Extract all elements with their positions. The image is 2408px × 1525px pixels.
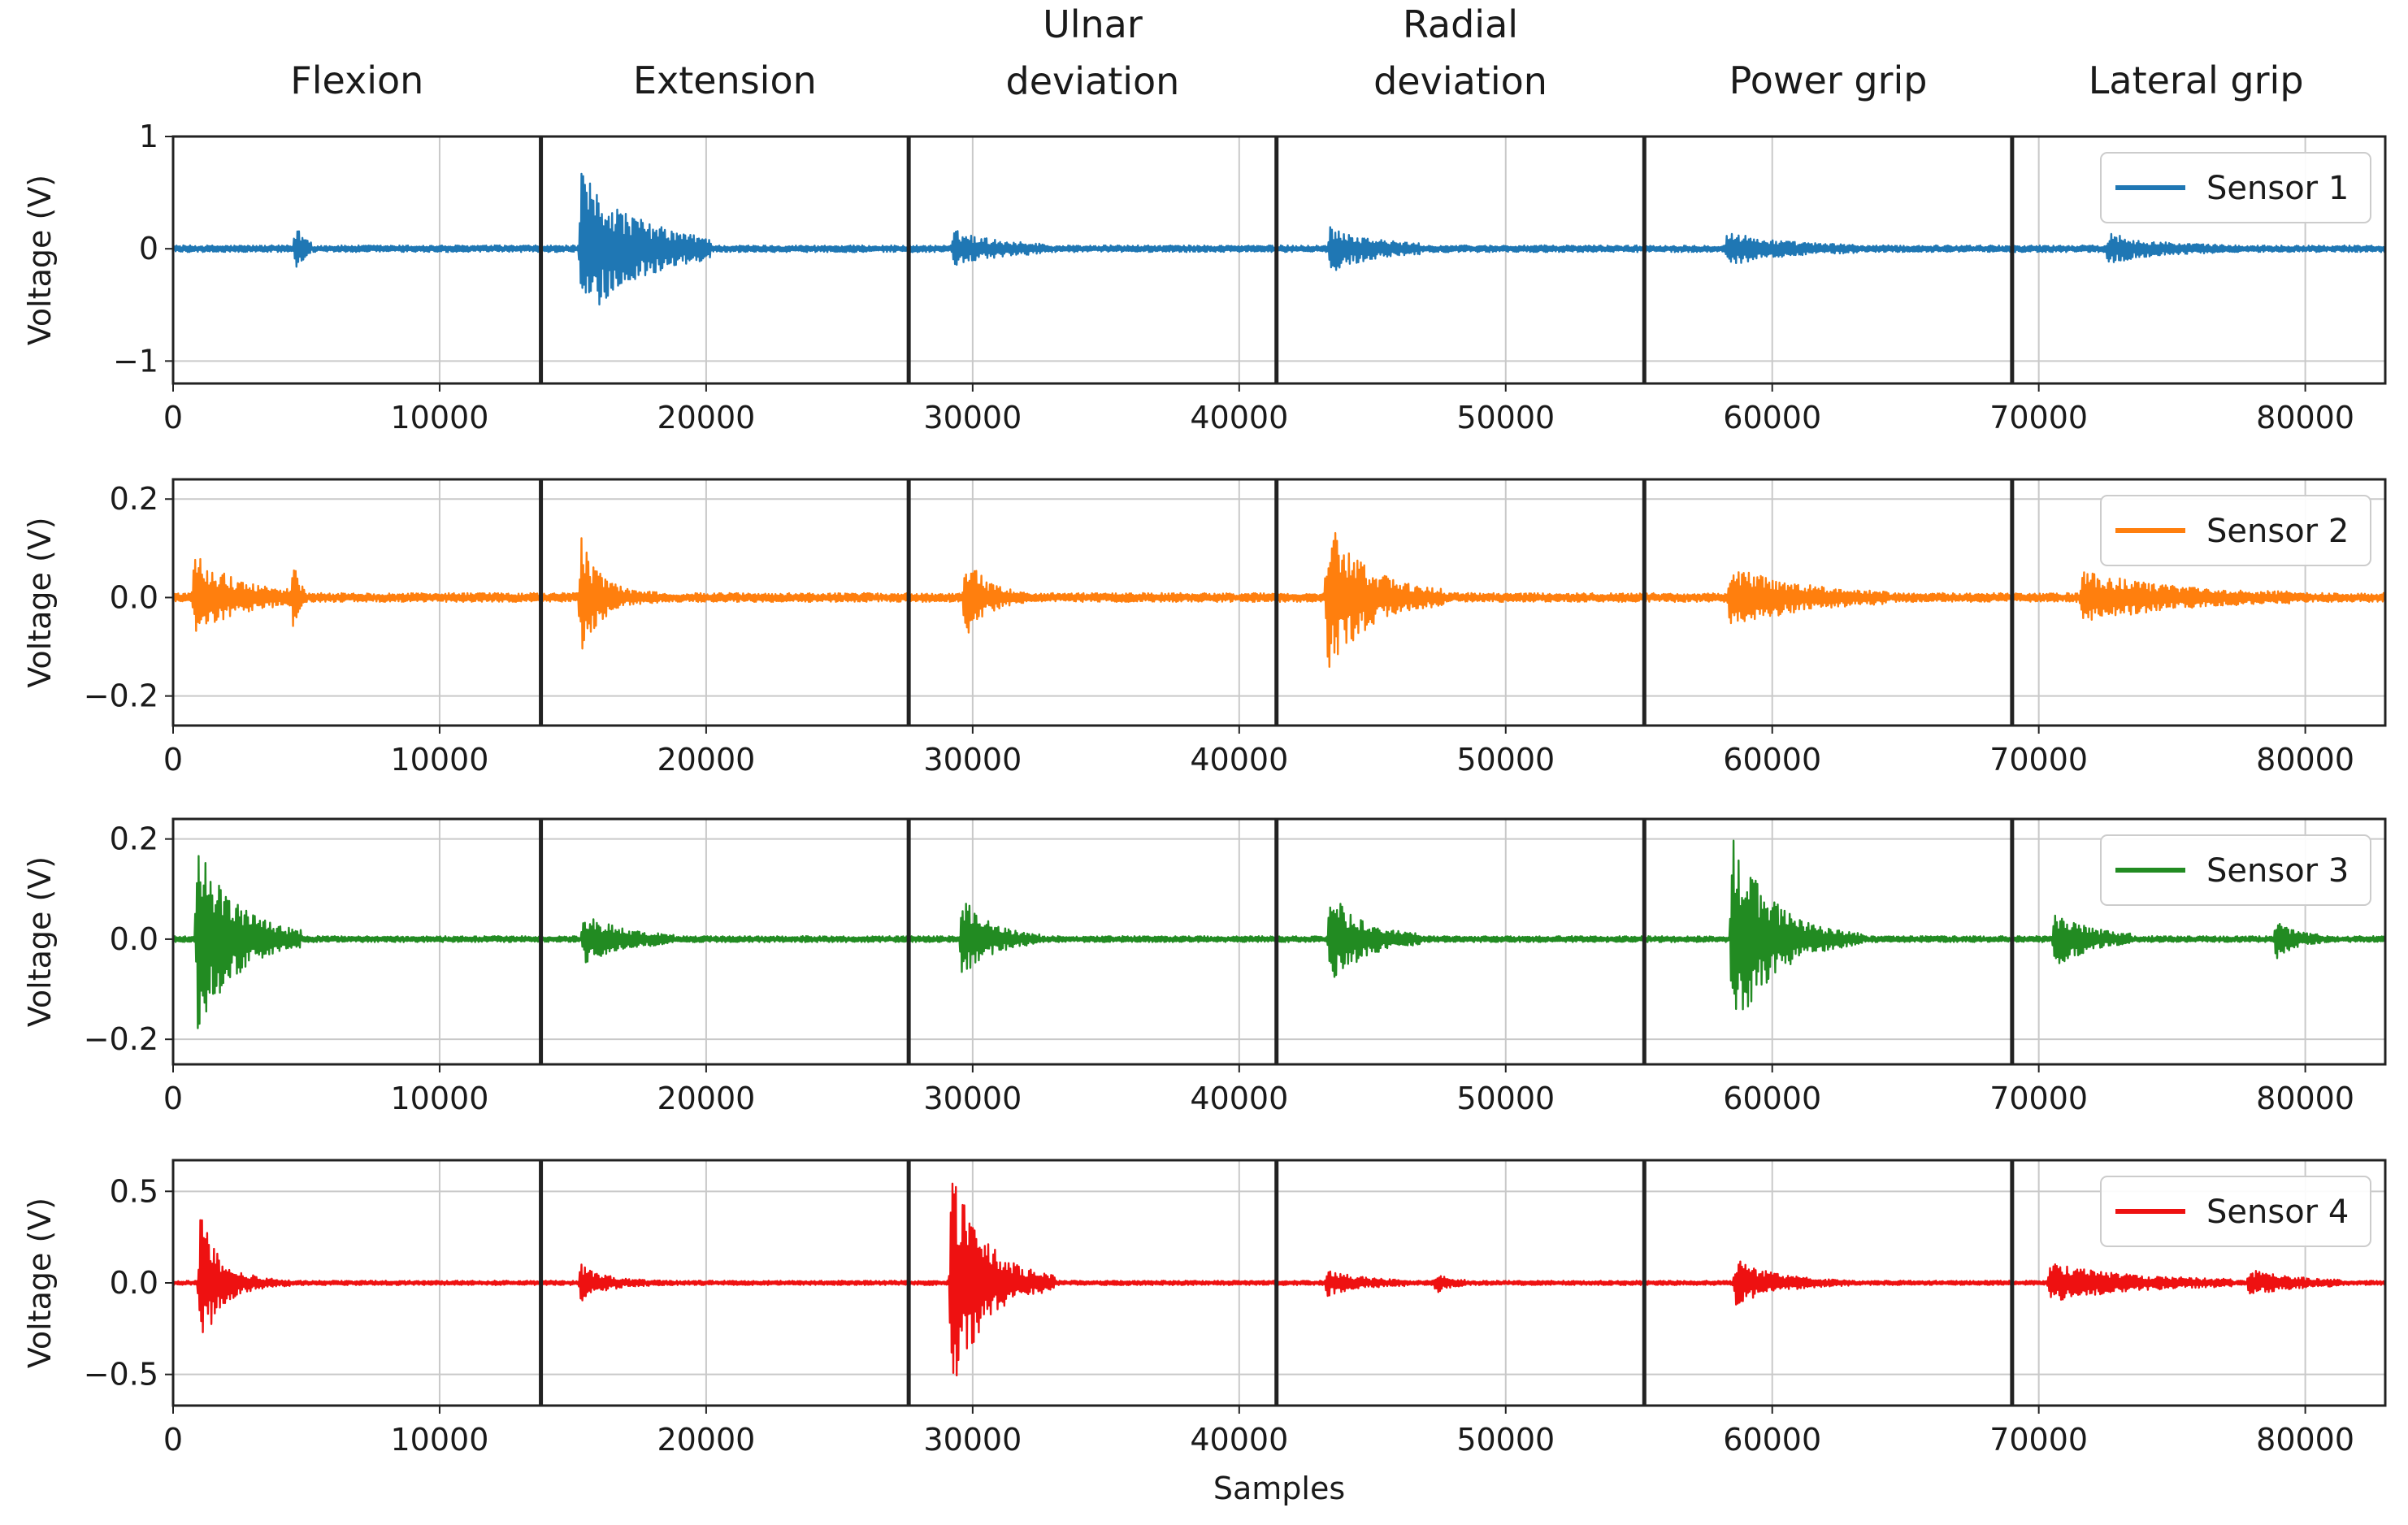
x-tick-label-6: 60000 <box>1723 742 1821 778</box>
x-tick-label-3: 30000 <box>923 1081 1022 1116</box>
legend-box <box>2100 834 2371 906</box>
legend-label: Sensor 3 <box>2206 852 2349 890</box>
y-axis-label: Voltage (V) <box>22 175 58 345</box>
x-tick-label-8: 80000 <box>2256 742 2354 778</box>
gesture-label-5-line-0: Lateral grip <box>2089 58 2304 102</box>
x-tick-label-0: 0 <box>163 1422 183 1458</box>
y-tick-label-2: −1 <box>113 343 158 379</box>
sensor-panels: 0 10000 20000 30000 40000 50000 60000 70000 8000… <box>22 119 2387 1458</box>
x-tick-label-4: 40000 <box>1190 1081 1288 1116</box>
x-tick-label-1: 10000 <box>391 742 489 778</box>
x-tick-label-7: 70000 <box>1989 1081 2088 1116</box>
gesture-label-0-line-0: Flexion <box>290 58 423 102</box>
panel-sensor-3: 0 10000 20000 30000 40000 50000 60000 70000 8000… <box>22 817 2387 1116</box>
y-axis-label: Voltage (V) <box>22 1198 58 1368</box>
x-tick-label-5: 50000 <box>1456 1081 1555 1116</box>
y-tick-label-0: 0.2 <box>110 481 158 517</box>
x-tick-label-4: 40000 <box>1190 400 1288 435</box>
x-tick-label-1: 10000 <box>391 1422 489 1458</box>
x-tick-label-1: 10000 <box>391 400 489 435</box>
x-tick-label-5: 50000 <box>1456 1422 1555 1458</box>
legend-box <box>2100 152 2371 223</box>
gesture-label-1-line-0: Extension <box>633 58 817 102</box>
panel-sensor-2: 0 10000 20000 30000 40000 50000 60000 70000 8000… <box>22 478 2387 778</box>
x-tick-label-6: 60000 <box>1723 1081 1821 1116</box>
y-tick-label-2: −0.2 <box>84 678 158 714</box>
y-axis-label: Voltage (V) <box>22 856 58 1027</box>
legend-box <box>2100 495 2371 566</box>
x-tick-label-1: 10000 <box>391 1081 489 1116</box>
gesture-labels: Flexion Extension Ulnar deviation Radial devi… <box>290 2 2303 103</box>
legend-box <box>2100 1176 2371 1247</box>
panel-sensor-4: 0 10000 20000 30000 40000 50000 60000 70000 8000… <box>22 1159 2387 1458</box>
x-tick-label-0: 0 <box>163 1081 183 1116</box>
y-tick-label-2: −0.2 <box>84 1021 158 1057</box>
legend-label: Sensor 4 <box>2206 1194 2349 1231</box>
x-tick-label-8: 80000 <box>2256 1422 2354 1458</box>
x-tick-label-3: 30000 <box>923 1422 1022 1458</box>
gesture-label-2-line-0: Ulnar <box>1043 2 1143 46</box>
legend-sensor-2: Sensor 2 <box>2100 495 2371 566</box>
gesture-label-3-line-0: Radial <box>1403 2 1518 46</box>
axes-frame <box>171 817 2387 1066</box>
gesture-label-4-line-0: Power grip <box>1729 58 1928 102</box>
x-tick-label-7: 70000 <box>1989 1422 2088 1458</box>
x-tick-label-6: 60000 <box>1723 1422 1821 1458</box>
x-tick-label-3: 30000 <box>923 742 1022 778</box>
axes-frame <box>171 135 2387 385</box>
x-tick-label-7: 70000 <box>1989 742 2088 778</box>
x-tick-label-6: 60000 <box>1723 400 1821 435</box>
panel-sensor-1: 0 10000 20000 30000 40000 50000 60000 70000 8000… <box>22 119 2387 435</box>
gesture-label-2-line-1: deviation <box>1006 59 1180 103</box>
x-tick-label-8: 80000 <box>2256 1081 2354 1116</box>
legend-label: Sensor 1 <box>2206 170 2349 207</box>
y-tick-label-0: 1 <box>139 119 158 154</box>
x-tick-label-2: 20000 <box>657 742 755 778</box>
y-tick-label-0: 0.5 <box>110 1173 158 1209</box>
x-axis-label: Samples <box>1213 1471 1345 1506</box>
legend-sensor-4: Sensor 4 <box>2100 1176 2371 1247</box>
x-tick-label-3: 30000 <box>923 400 1022 435</box>
x-tick-label-8: 80000 <box>2256 400 2354 435</box>
legend-sensor-1: Sensor 1 <box>2100 152 2371 223</box>
gesture-label-3-line-1: deviation <box>1373 59 1547 103</box>
x-tick-label-5: 50000 <box>1456 742 1555 778</box>
axes-frame <box>171 478 2387 727</box>
x-tick-label-5: 50000 <box>1456 400 1555 435</box>
x-tick-label-2: 20000 <box>657 400 755 435</box>
y-axis-label: Voltage (V) <box>22 517 58 687</box>
y-tick-label-1: 0.0 <box>110 1265 158 1301</box>
x-tick-label-7: 70000 <box>1989 400 2088 435</box>
x-tick-label-4: 40000 <box>1190 1422 1288 1458</box>
y-tick-label-1: 0.0 <box>110 921 158 957</box>
x-tick-label-0: 0 <box>163 742 183 778</box>
legend-label: Sensor 2 <box>2206 513 2349 550</box>
y-tick-label-0: 0.2 <box>110 821 158 857</box>
x-tick-label-4: 40000 <box>1190 742 1288 778</box>
x-tick-label-2: 20000 <box>657 1422 755 1458</box>
x-tick-label-0: 0 <box>163 400 183 435</box>
y-tick-label-1: 0 <box>139 231 158 266</box>
x-tick-label-2: 20000 <box>657 1081 755 1116</box>
y-tick-label-2: −0.5 <box>84 1357 158 1393</box>
y-tick-label-1: 0.0 <box>110 579 158 615</box>
legend-sensor-3: Sensor 3 <box>2100 834 2371 906</box>
